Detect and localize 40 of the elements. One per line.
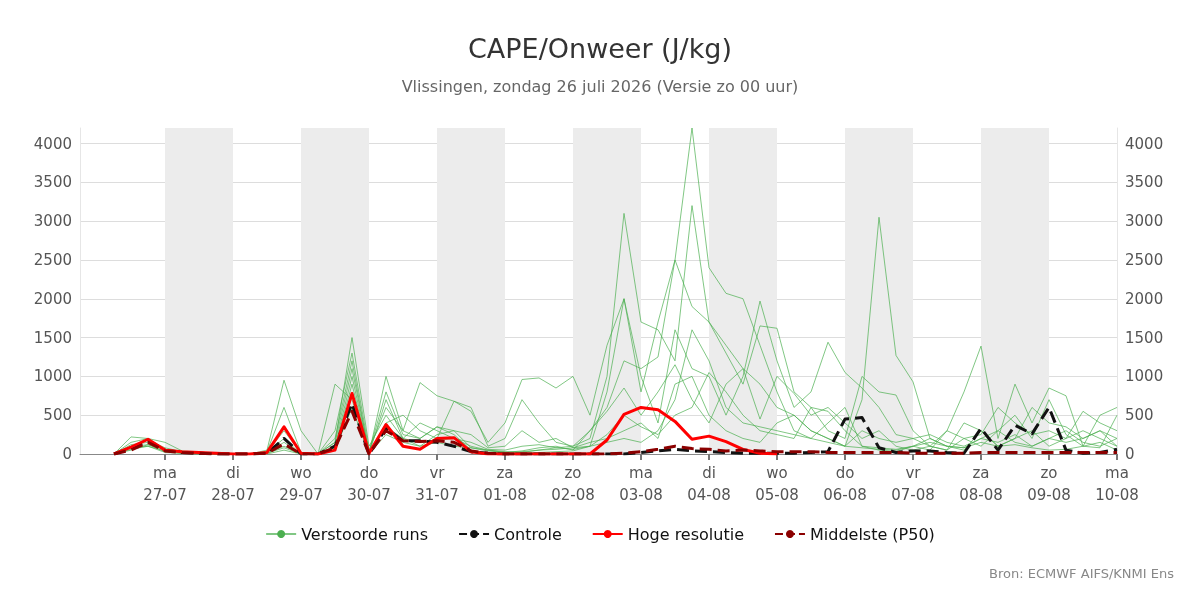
x-tick-label: zo 02-08	[551, 464, 595, 504]
y2-tick-label: 500	[1125, 406, 1154, 425]
y-tick-label: 2500	[33, 250, 72, 269]
y-tick-label: 0	[62, 445, 72, 463]
y2-tick-label: 4000	[1125, 134, 1164, 153]
x-tick-label: wo 29-07	[279, 464, 323, 504]
y-tick-label: 3500	[33, 173, 72, 192]
y-tick-label: 3000	[33, 212, 72, 231]
y2-tick-label: 1500	[1125, 328, 1164, 347]
y2-tick-label: 1000	[1125, 367, 1164, 386]
text: Bron: ECMWF AIFS/KNMI Ens	[989, 566, 1175, 581]
x-tick-label: di 04-08	[687, 464, 731, 504]
y2-tick-label: 3000	[1125, 212, 1164, 231]
x-tick-label: ma 27-07	[143, 464, 187, 504]
y-tick-label: 4000	[33, 134, 72, 153]
x-tick-label: do 06-08	[823, 464, 867, 504]
x-tick-label: vr 31-07	[415, 464, 459, 504]
legend-label: Hoge resolutie	[627, 524, 744, 544]
x-tick-label: za 08-08	[959, 464, 1003, 504]
x-tick-label: ma 03-08	[619, 464, 663, 504]
y2-tick-label: 0	[1125, 445, 1135, 463]
chart-subtitle: Vlissingen, zondag 26 juli 2026 (Versie zo 00 uur)	[401, 76, 799, 96]
y-tick-label: 1500	[33, 328, 72, 347]
y2-tick-label: 2500	[1125, 250, 1164, 269]
y-tick-label: 1000	[33, 367, 72, 386]
legend-label: Controle	[494, 524, 562, 544]
x-tick-label: wo 05-08	[755, 464, 799, 504]
legend-label: Middelste (P50)	[809, 524, 935, 544]
y-tick-label: 500	[43, 406, 72, 425]
x-tick-label: za 01-08	[483, 464, 527, 504]
x-tick-label: di 28-07	[211, 464, 255, 504]
y2-tick-label: 2000	[1125, 289, 1164, 308]
x-tick-label: vr 07-08	[891, 464, 935, 504]
x-tick-label: do 30-07	[347, 464, 391, 504]
x-tick-label: zo 09-08	[1027, 464, 1071, 504]
y2-tick-label: 3500	[1125, 173, 1164, 192]
y-tick-label: 2000	[33, 289, 72, 308]
legend-label: Verstoorde runs	[301, 524, 429, 544]
x-tick-label: ma 10-08	[1095, 464, 1139, 504]
chart-title: CAPE/Onweer (J/kg)	[467, 33, 733, 64]
